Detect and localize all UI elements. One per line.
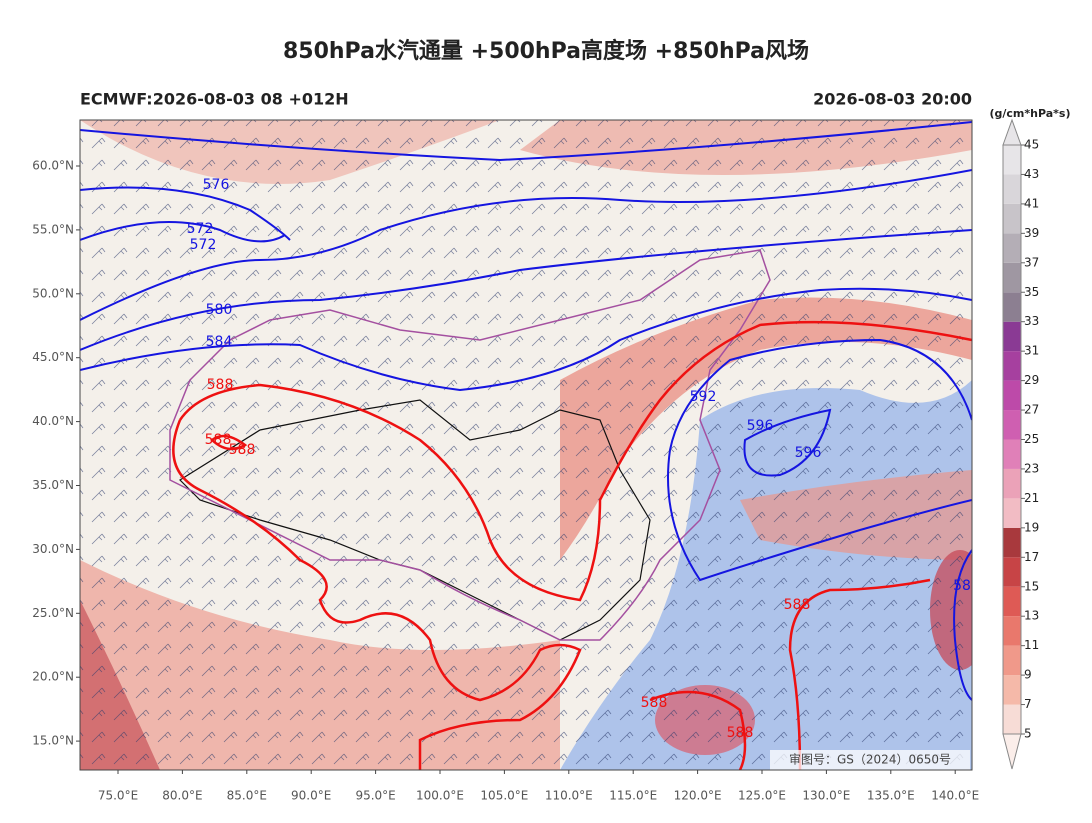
colorbar-tick-label: 5 [1024, 727, 1032, 741]
country-border [169, 249, 771, 641]
colorbar-segment [1003, 203, 1021, 234]
lat-label: 20.0°N [32, 670, 74, 684]
title: 850hPa水汽通量 +500hPa高度场 +850hPa风场 [283, 38, 809, 64]
lon-label: 135.0°E [867, 789, 915, 803]
contour-label: 588 [784, 597, 811, 613]
valid-time: 2026-08-03 20:00 [813, 90, 972, 109]
wind-barbs [80, 120, 972, 770]
lat-label: 30.0°N [32, 542, 74, 556]
colorbar-segment [1003, 380, 1021, 411]
colorbar-cap [1002, 733, 1022, 770]
colorbar-segment [1003, 468, 1021, 499]
colorbar-segment [1003, 645, 1021, 676]
province-borders [179, 399, 651, 641]
contour-label: 588 [641, 695, 668, 711]
colorbar-segment [1003, 174, 1021, 204]
colorbar-tick-label: 35 [1024, 285, 1039, 299]
contour-label: 588 [229, 442, 256, 458]
colorbar-tick-label: 27 [1024, 403, 1039, 417]
colorbar-unit: (g/cm*hPa*s) [989, 107, 1070, 120]
colorbar-segment [1003, 586, 1021, 617]
lon-label: 80.0°E [162, 789, 202, 803]
lat-label: 25.0°N [32, 606, 74, 620]
colorbar-segment [1003, 145, 1021, 175]
contour-label: 572 [190, 237, 217, 253]
colorbar-tick-label: 29 [1024, 373, 1039, 387]
colorbar-segment [1003, 410, 1021, 440]
colorbar-tick-label: 11 [1024, 638, 1039, 652]
colorbar-tick-label: 15 [1024, 579, 1039, 593]
contour-label: 588 [727, 725, 754, 741]
contour-label: 588 [205, 432, 232, 448]
colorbar-segment [1003, 616, 1021, 646]
lon-label: 75.0°E [98, 789, 138, 803]
contour-label: 58 [953, 578, 971, 594]
lat-label: 50.0°N [32, 286, 74, 300]
lon-label: 85.0°E [227, 789, 267, 803]
colorbar-segment [1003, 557, 1021, 587]
colorbar-segment [1003, 704, 1021, 734]
height-contours-red [172, 320, 972, 770]
lat-label: 15.0°N [32, 734, 74, 748]
colorbar-tick-label: 31 [1024, 344, 1039, 358]
lon-label: 125.0°E [738, 789, 786, 803]
colorbar-tick-label: 43 [1024, 167, 1039, 181]
colorbar-tick-label: 9 [1024, 668, 1032, 682]
lat-label: 40.0°N [32, 414, 74, 428]
lon-label: 130.0°E [802, 789, 850, 803]
colorbar-segment [1003, 498, 1021, 528]
lat-label: 55.0°N [32, 222, 74, 236]
colorbar-segment [1003, 675, 1021, 705]
colorbar-tick-label: 23 [1024, 461, 1039, 475]
colorbar-segment [1003, 233, 1021, 263]
contour-label: 580 [206, 302, 233, 318]
lon-label: 100.0°E [416, 789, 464, 803]
colorbar-tick-label: 21 [1024, 491, 1039, 505]
contour-label: 592 [690, 389, 717, 405]
colorbar-tick-label: 19 [1024, 520, 1039, 534]
contour-label: 596 [795, 445, 822, 461]
height-contours-blue [80, 121, 972, 701]
approval-box [770, 750, 970, 770]
lon-label: 120.0°E [674, 789, 722, 803]
colorbar-tick-label: 25 [1024, 432, 1039, 446]
contour-label: 588 [207, 377, 234, 393]
colorbar-tick-label: 41 [1024, 196, 1039, 210]
colorbar-cap [1002, 118, 1022, 146]
colorbar-tick-label: 17 [1024, 550, 1039, 564]
colorbar-tick-label: 33 [1024, 314, 1039, 328]
colorbar-tick-label: 45 [1024, 138, 1039, 152]
contour-label: 596 [747, 418, 774, 434]
lon-label: 110.0°E [545, 789, 593, 803]
colorbar-segment [1003, 527, 1021, 558]
contour-label: 572 [187, 221, 214, 237]
model-run: ECMWF:2026-08-03 08 +012H [80, 90, 349, 109]
lat-label: 60.0°N [32, 159, 74, 173]
contour-label: 584 [206, 334, 233, 350]
colorbar-segment [1003, 262, 1021, 293]
map-frame [79, 119, 973, 771]
contour-label: 576 [203, 177, 230, 193]
lon-label: 105.0°E [480, 789, 528, 803]
colorbar-tick-label: 39 [1024, 226, 1039, 240]
lat-label: 35.0°N [32, 478, 74, 492]
colorbar-tick-label: 37 [1024, 255, 1039, 269]
lon-label: 90.0°E [291, 789, 331, 803]
colorbar-tick-label: 7 [1024, 697, 1032, 711]
colorbar-segment [1003, 292, 1021, 322]
lon-label: 95.0°E [355, 789, 395, 803]
map-area: 审图号：GS（2024）0650号 5765725725805845885885… [80, 120, 972, 770]
colorbar-segment [1003, 439, 1021, 469]
colorbar-segment [1003, 321, 1021, 352]
colorbar-tick-label: 13 [1024, 609, 1039, 623]
lon-label: 140.0°E [931, 789, 979, 803]
lon-label: 115.0°E [609, 789, 657, 803]
colorbar-segment [1003, 351, 1021, 381]
lat-label: 45.0°N [32, 350, 74, 364]
approval-number: 审图号：GS（2024）0650号 [789, 752, 951, 767]
